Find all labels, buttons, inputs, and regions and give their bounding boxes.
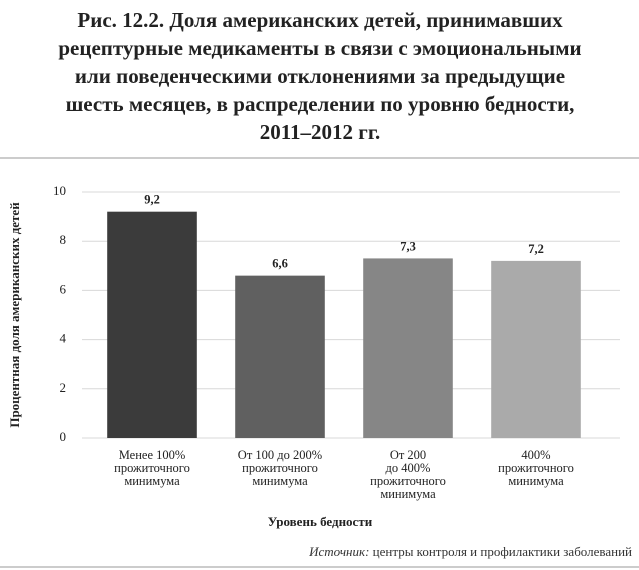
- x-tick-label: От 100 до 200% прожиточного минимума: [238, 448, 322, 488]
- y-tick-label: 10: [53, 183, 66, 198]
- y-tick-label: 2: [60, 380, 67, 395]
- value-label: 7,2: [528, 242, 544, 256]
- source-label: Источник:: [308, 544, 369, 559]
- value-label: 7,3: [400, 239, 416, 253]
- source-text: центры контроля и профилактики заболеван…: [373, 544, 632, 559]
- y-tick-label: 6: [60, 281, 67, 296]
- x-tick-label: 400% прожиточного минимума: [498, 448, 574, 488]
- x-tick-label: От 200 до 400% прожиточного минимума: [370, 448, 446, 501]
- x-tick-label: Менее 100% прожиточного минимума: [114, 448, 190, 488]
- source: Источник: центры контроля и профилактики…: [308, 544, 632, 559]
- x-axis-label: Уровень бедности: [268, 514, 373, 529]
- y-tick-label: 0: [60, 429, 67, 444]
- bar: [363, 258, 453, 438]
- bar: [107, 211, 197, 438]
- y-axis-label: Процентная доля американских детей: [7, 202, 22, 428]
- y-tick-label: 8: [60, 232, 67, 247]
- bar: [491, 260, 581, 438]
- bar: [235, 275, 325, 438]
- value-label: 6,6: [272, 257, 288, 271]
- value-label: 9,2: [144, 193, 160, 207]
- y-tick-label: 4: [60, 331, 67, 346]
- chart-title: Рис. 12.2. Доля американских детей, прин…: [58, 8, 581, 144]
